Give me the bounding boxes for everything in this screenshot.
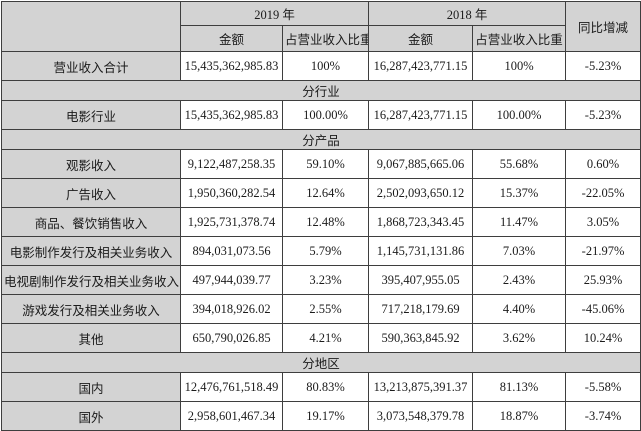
pct-2018: 18.87% bbox=[472, 401, 567, 431]
yoy-change: 10.24% bbox=[565, 323, 641, 353]
yoy-change: -22.05% bbox=[565, 178, 641, 208]
amount-2019-header: 金额 bbox=[180, 25, 283, 52]
row-label: 商品、餐饮销售收入 bbox=[1, 207, 181, 237]
yoy-change: -45.06% bbox=[565, 294, 641, 324]
amount-2018: 1,145,731,131.86 bbox=[368, 236, 474, 266]
pct-2019: 4.21% bbox=[281, 323, 370, 353]
row-label: 国外 bbox=[1, 401, 181, 431]
section-label: 分地区 bbox=[0, 352, 641, 373]
amount-2018: 3,073,548,379.78 bbox=[368, 401, 474, 431]
amount-2019: 15,435,362,985.83 bbox=[180, 51, 283, 81]
table-row: 游戏发行及相关业务收入 394,018,926.02 2.55% 717,218,17… bbox=[1, 294, 641, 324]
amount-2018: 395,407,955.05 bbox=[368, 265, 474, 295]
yoy-change: -5.23% bbox=[565, 51, 641, 81]
year-2018-header: 2018 年 bbox=[368, 1, 567, 26]
table-row: 观影收入 9,122,487,258.35 59.10% 9,067,885,665.… bbox=[1, 149, 641, 179]
pct-2019: 5.79% bbox=[281, 236, 370, 266]
amount-2019: 1,925,731,378.74 bbox=[180, 207, 283, 237]
yoy-change: 0.60% bbox=[565, 149, 641, 179]
amount-2019: 650,790,026.85 bbox=[180, 323, 283, 353]
year-2019-header: 2019 年 bbox=[179, 1, 370, 26]
row-label: 游戏发行及相关业务收入 bbox=[1, 294, 181, 324]
amount-2019: 894,031,073.56 bbox=[180, 236, 283, 266]
yoy-change: -5.58% bbox=[565, 372, 641, 402]
row-label: 电影制作发行及相关业务收入 bbox=[1, 236, 181, 266]
amount-2018: 16,287,423,771.15 bbox=[368, 100, 474, 130]
yoy-change: -3.74% bbox=[565, 401, 641, 431]
amount-2019: 12,476,761,518.49 bbox=[180, 372, 283, 402]
pct-2019: 3.23% bbox=[281, 265, 370, 295]
yoy-change-header: 同比增减 bbox=[565, 1, 641, 52]
amount-2018: 9,067,885,665.06 bbox=[368, 149, 474, 179]
section-row: 分地区 bbox=[0, 352, 641, 373]
yoy-change: 25.93% bbox=[565, 265, 641, 295]
table-row: 电影行业 15,435,362,985.83 100.00% 16,287,423,7… bbox=[1, 100, 641, 130]
pct-2019-header: 占营业收入比重 bbox=[281, 25, 370, 52]
row-label: 观影收入 bbox=[1, 149, 181, 179]
amount-2018-header: 金额 bbox=[368, 25, 474, 52]
row-label: 国内 bbox=[1, 372, 181, 402]
pct-2019: 100% bbox=[281, 51, 370, 81]
yoy-change: -21.97% bbox=[565, 236, 641, 266]
pct-2019: 80.83% bbox=[281, 372, 370, 402]
amount-2019: 1,950,360,282.54 bbox=[180, 178, 283, 208]
pct-2018: 3.62% bbox=[472, 323, 567, 353]
pct-2018: 100% bbox=[472, 51, 567, 81]
pct-2019: 19.17% bbox=[281, 401, 370, 431]
amount-2019: 394,018,926.02 bbox=[180, 294, 283, 324]
section-row: 分行业 bbox=[0, 80, 641, 101]
pct-2019: 100.00% bbox=[281, 100, 370, 130]
header-row-years: 2019 年 2018 年 同比增减 bbox=[1, 1, 641, 52]
amount-2018: 16,287,423,771.15 bbox=[368, 51, 474, 81]
pct-2018: 7.03% bbox=[472, 236, 567, 266]
amount-2019: 9,122,487,258.35 bbox=[180, 149, 283, 179]
pct-2019: 12.64% bbox=[281, 178, 370, 208]
header-row-metrics: 金额 占营业收入比重 金额 占营业收入比重 bbox=[2, 25, 641, 52]
row-label: 电视剧制作发行及相关业务收入 bbox=[1, 265, 181, 295]
table-row: 电视剧制作发行及相关业务收入 497,944,039.77 3.23% 395,407… bbox=[1, 265, 641, 295]
amount-2018: 717,218,179.69 bbox=[368, 294, 474, 324]
pct-2018: 4.40% bbox=[472, 294, 567, 324]
amount-2018: 2,502,093,650.12 bbox=[368, 178, 474, 208]
amount-2018: 13,213,875,391.37 bbox=[368, 372, 474, 402]
pct-2018: 2.43% bbox=[472, 265, 567, 295]
pct-2019: 12.48% bbox=[281, 207, 370, 237]
corner-cell bbox=[1, 1, 181, 52]
amount-2018: 590,363,845.92 bbox=[368, 323, 474, 353]
pct-2018: 100.00% bbox=[472, 100, 567, 130]
section-row: 分产品 bbox=[0, 129, 641, 150]
amount-2018: 1,868,723,343.45 bbox=[368, 207, 474, 237]
amount-2019: 15,435,362,985.83 bbox=[180, 100, 283, 130]
table-row: 商品、餐饮销售收入 1,925,731,378.74 12.48% 1,868,723… bbox=[1, 207, 641, 237]
row-label: 其他 bbox=[1, 323, 181, 353]
pct-2018: 81.13% bbox=[472, 372, 567, 402]
pct-2019: 2.55% bbox=[281, 294, 370, 324]
pct-2018: 55.68% bbox=[472, 149, 567, 179]
table-body: 营业收入合计 15,435,362,985.83 100% 16,287,423,77… bbox=[0, 51, 641, 431]
row-label: 广告收入 bbox=[1, 178, 181, 208]
pct-2019: 59.10% bbox=[281, 149, 370, 179]
row-label: 电影行业 bbox=[1, 100, 181, 130]
row-label: 营业收入合计 bbox=[1, 51, 181, 81]
pct-2018-header: 占营业收入比重 bbox=[472, 25, 567, 52]
yoy-change: 3.05% bbox=[565, 207, 641, 237]
table-row: 其他 650,790,026.85 4.21% 590,363,845.92 3.62%… bbox=[1, 323, 641, 353]
table-row: 电影制作发行及相关业务收入 894,031,073.56 5.79% 1,145,73… bbox=[1, 236, 641, 266]
table-row: 广告收入 1,950,360,282.54 12.64% 2,502,093,650.… bbox=[1, 178, 641, 208]
yoy-change: -5.23% bbox=[565, 100, 641, 130]
table-row: 营业收入合计 15,435,362,985.83 100% 16,287,423,77… bbox=[1, 51, 641, 81]
amount-2019: 497,944,039.77 bbox=[180, 265, 283, 295]
table-row: 国内 12,476,761,518.49 80.83% 13,213,875,391.… bbox=[1, 372, 641, 402]
section-label: 分产品 bbox=[0, 129, 641, 150]
pct-2018: 15.37% bbox=[472, 178, 567, 208]
amount-2019: 2,958,601,467.34 bbox=[180, 401, 283, 431]
table-row: 国外 2,958,601,467.34 19.17% 3,073,548,379.78… bbox=[1, 401, 641, 431]
section-label: 分行业 bbox=[0, 80, 641, 101]
pct-2018: 11.47% bbox=[472, 207, 567, 237]
